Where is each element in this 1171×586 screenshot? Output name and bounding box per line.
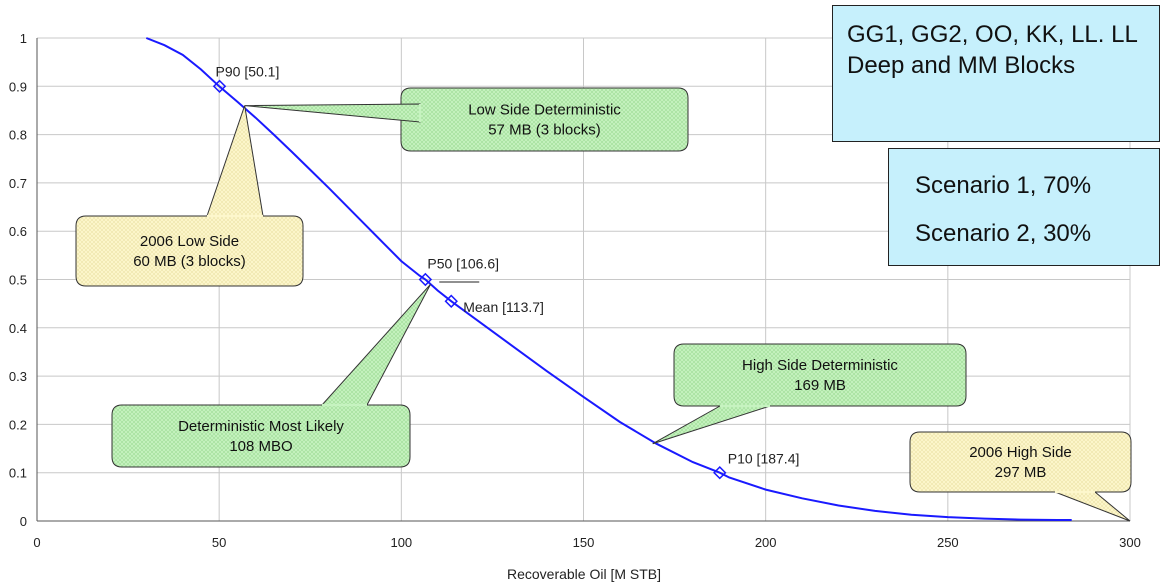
callout-text: 60 MB (3 blocks) <box>133 253 246 270</box>
y-tick-label: 0.3 <box>9 369 27 384</box>
x-tick-label: 300 <box>1119 535 1141 550</box>
callout-deterministic-most-likely: Deterministic Most Likely 108 MBO <box>111 283 431 468</box>
exceedance-curve <box>145 37 1072 521</box>
data-point-marker <box>212 79 227 94</box>
marker-layer: P90 [50.1] P50 [106.6] Mean [113.7] P10 [18… <box>212 63 800 480</box>
callout-text: High Side Deterministic <box>742 357 898 374</box>
x-tick-label: 150 <box>573 535 595 550</box>
marker-label: Mean [113.7] <box>463 299 544 315</box>
callout-low-side-deterministic: Low Side Deterministic 57 MB (3 blocks) <box>244 87 689 152</box>
y-tick-label: 0.8 <box>9 128 27 143</box>
data-point-marker <box>444 294 458 308</box>
callout-box <box>111 404 411 468</box>
callout-text: 297 MB <box>995 464 1047 481</box>
marker-label: P90 [50.1] <box>216 63 280 79</box>
marker-label: P50 [106.6] <box>427 256 499 272</box>
callout-high-side-deterministic: High Side Deterministic 169 MB <box>652 343 967 445</box>
callout-text: 169 MB <box>794 377 846 394</box>
y-tick-label: 0.5 <box>9 273 27 288</box>
scenario-1-text: Scenario 1, 70% <box>915 172 1092 199</box>
callout-2006-high-side: 2006 High Side 297 MB <box>909 431 1132 522</box>
x-tick-label: 50 <box>212 535 226 550</box>
y-tick-label: 1 <box>20 31 27 46</box>
data-point-marker <box>418 272 433 287</box>
axes: 0 50 100 150 200 250 300 0 0.1 0.2 0.3 0.4 0.5 0.6 0.7… <box>9 31 1141 550</box>
scenario-2-text: Scenario 2, 30% <box>915 220 1092 247</box>
x-axis-title: Recoverable Oil [M STB] <box>507 566 661 582</box>
callout-text: 108 MBO <box>229 438 292 455</box>
curve-layer <box>145 37 1072 521</box>
y-tick-label: 0.4 <box>9 321 27 336</box>
blocks-info-box: GG1, GG2, OO, KK, LL. LL Deep and MM Blo… <box>832 5 1160 142</box>
callout-text: 2006 Low Side <box>140 233 239 250</box>
callout-text: 57 MB (3 blocks) <box>488 122 601 139</box>
x-tick-label: 100 <box>390 535 412 550</box>
scenario-info-box: Scenario 1, 70% Scenario 2, 30% <box>888 148 1160 266</box>
callout-box <box>673 343 967 407</box>
y-tick-label: 0.9 <box>9 79 27 94</box>
y-tick-label: 0.7 <box>9 176 27 191</box>
x-tick-label: 250 <box>937 535 959 550</box>
callout-box <box>400 87 689 152</box>
y-tick-label: 0.2 <box>9 417 27 432</box>
callout-box <box>75 215 304 287</box>
callout-layer: Low Side Deterministic 57 MB (3 blocks) 20… <box>75 87 1132 522</box>
x-tick-label: 200 <box>755 535 777 550</box>
y-tick-label: 0.1 <box>9 466 27 481</box>
callout-text: Low Side Deterministic <box>468 102 621 119</box>
marker-label: P10 [187.4] <box>728 451 800 467</box>
callout-text: Deterministic Most Likely <box>178 418 344 435</box>
data-point-marker <box>713 465 727 480</box>
callout-text: 2006 High Side <box>969 444 1072 461</box>
callout-2006-low-side: 2006 Low Side 60 MB (3 blocks) <box>75 105 304 287</box>
x-tick-label: 0 <box>33 535 40 550</box>
y-tick-label: 0.6 <box>9 224 27 239</box>
y-tick-label: 0 <box>20 514 27 529</box>
blocks-info-text: GG1, GG2, OO, KK, LL. LL Deep and MM Blo… <box>847 21 1137 79</box>
callout-box <box>909 431 1132 493</box>
